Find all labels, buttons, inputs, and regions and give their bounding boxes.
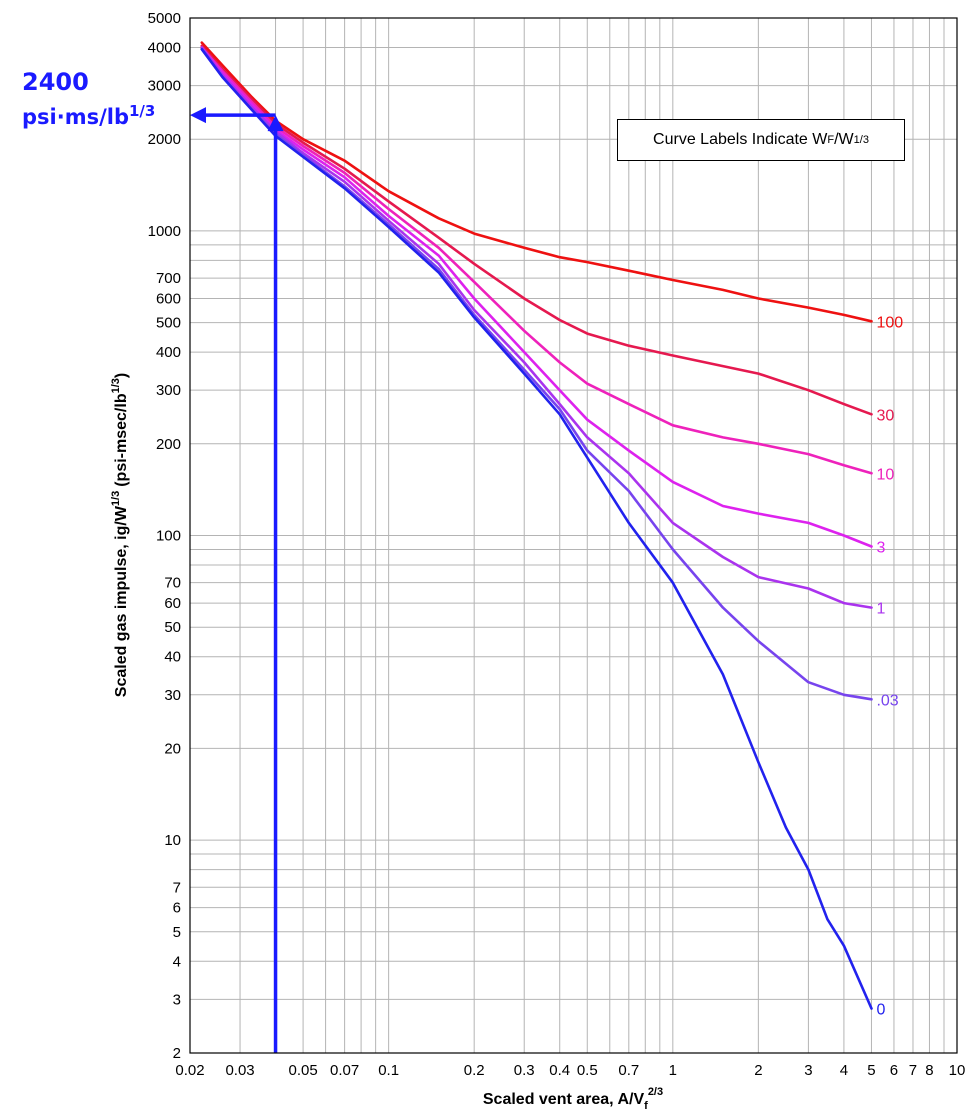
x-axis-title: Scaled vent area, A/Vf2/3 <box>483 1086 663 1112</box>
x-tick-label: 7 <box>909 1062 917 1079</box>
annotation-unit: psi·ms/lb1/3 <box>22 104 155 128</box>
y-tick-label: 100 <box>156 528 181 545</box>
y-tick-label: 3 <box>173 991 181 1008</box>
series-end-label: 10 <box>876 466 894 483</box>
x-axis-title-sub: f <box>644 1100 648 1112</box>
y-axis-title-units-close: ) <box>113 373 130 378</box>
legend-sub: F <box>827 134 835 146</box>
y-axis-title: Scaled gas impulse, ig/W1/3(psi-msec/lb1… <box>110 373 130 697</box>
y-tick-label: 4 <box>173 953 181 970</box>
y-tick-label: 5 <box>173 924 181 941</box>
y-tick-label: 50 <box>164 619 181 636</box>
x-tick-label: 2 <box>754 1062 762 1079</box>
series-labels: 100 30 10 3 1 .03 0 <box>876 314 903 1018</box>
y-tick-label: 20 <box>164 740 181 757</box>
y-axis-title-units-sup: 1/3 <box>110 378 122 393</box>
x-axis-title-sup: 2/3 <box>648 1086 663 1098</box>
curve-label-legend: Curve Labels Indicate W F/W 1/3 <box>617 119 905 161</box>
x-tick-label: 0.7 <box>618 1062 639 1079</box>
annotation-arrows <box>190 107 284 1053</box>
legend-text-2: /W <box>834 131 854 148</box>
x-tick-label: 10 <box>949 1062 966 1079</box>
y-tick-label: 10 <box>164 832 181 849</box>
x-tick-label: 0.05 <box>288 1062 317 1079</box>
series-end-label: 1 <box>876 601 885 618</box>
series-line <box>200 47 873 1010</box>
x-tick-label: 0.5 <box>577 1062 598 1079</box>
x-tick-label: 0.02 <box>175 1062 204 1079</box>
x-tick-label: 3 <box>804 1062 812 1079</box>
x-tick-label: 0.3 <box>514 1062 535 1079</box>
annotation-unit-exponent: 1/3 <box>129 102 156 120</box>
y-tick-label: 400 <box>156 344 181 361</box>
series-end-label: 0 <box>876 1001 885 1018</box>
y-tick-label: 600 <box>156 290 181 307</box>
y-tick-label: 60 <box>164 595 181 612</box>
y-tick-label: 1000 <box>148 223 181 240</box>
y-tick-label: 30 <box>164 687 181 704</box>
annotation-up-arrowhead <box>267 115 284 132</box>
x-tick-label: 0.03 <box>225 1062 254 1079</box>
y-axis-title-units: (psi-msec/lb <box>113 393 130 487</box>
y-tick-label: 300 <box>156 382 181 399</box>
y-tick-label: 700 <box>156 270 181 287</box>
y-tick-label: 4000 <box>148 40 181 57</box>
y-tick-label: 40 <box>164 649 181 666</box>
series-end-label: 3 <box>876 540 885 557</box>
y-tick-label: 6 <box>173 900 181 917</box>
legend-sup: 1/3 <box>853 134 869 146</box>
y-tick-labels: 2 3 4 5 6 7 10 20 30 40 50 60 70 100 200 300 400 500 600 70… <box>148 10 181 1062</box>
annotation-unit-text: psi·ms/lb <box>22 105 129 129</box>
x-tick-labels: 0.02 0.03 0.05 0.07 0.1 0.2 0.3 0.4 0.5 0.7 1 2 3 4 5 6… <box>175 1062 965 1079</box>
y-axis-title-text: Scaled gas impulse, ig/W <box>113 505 130 697</box>
x-tick-label: 0.4 <box>549 1062 570 1079</box>
y-tick-label: 7 <box>173 879 181 896</box>
annotation-left-arrowhead <box>190 107 206 124</box>
y-tick-label: 5000 <box>148 10 181 27</box>
x-tick-label: 1 <box>669 1062 677 1079</box>
series-end-label: .03 <box>876 692 898 709</box>
y-tick-label: 2000 <box>148 131 181 148</box>
x-tick-label: 8 <box>925 1062 933 1079</box>
x-tick-label: 0.1 <box>378 1062 399 1079</box>
x-axis-title-text: Scaled vent area, A/V <box>483 1091 645 1108</box>
x-tick-label: 4 <box>840 1062 848 1079</box>
x-tick-label: 5 <box>867 1062 875 1079</box>
y-tick-label: 70 <box>164 575 181 592</box>
series-end-label: 30 <box>876 407 894 424</box>
legend-text: Curve Labels Indicate W <box>653 131 828 148</box>
y-tick-label: 500 <box>156 315 181 332</box>
series-end-label: 100 <box>876 314 903 331</box>
plot-frame <box>189 17 958 1054</box>
y-tick-label: 3000 <box>148 78 181 95</box>
x-tick-label: 0.2 <box>464 1062 485 1079</box>
y-tick-label: 200 <box>156 436 181 453</box>
x-tick-label: 0.07 <box>330 1062 359 1079</box>
y-tick-label: 2 <box>173 1045 181 1062</box>
annotation-value: 2400 <box>22 68 89 96</box>
y-axis-title-sup: 1/3 <box>110 491 122 506</box>
x-tick-label: 6 <box>890 1062 898 1079</box>
